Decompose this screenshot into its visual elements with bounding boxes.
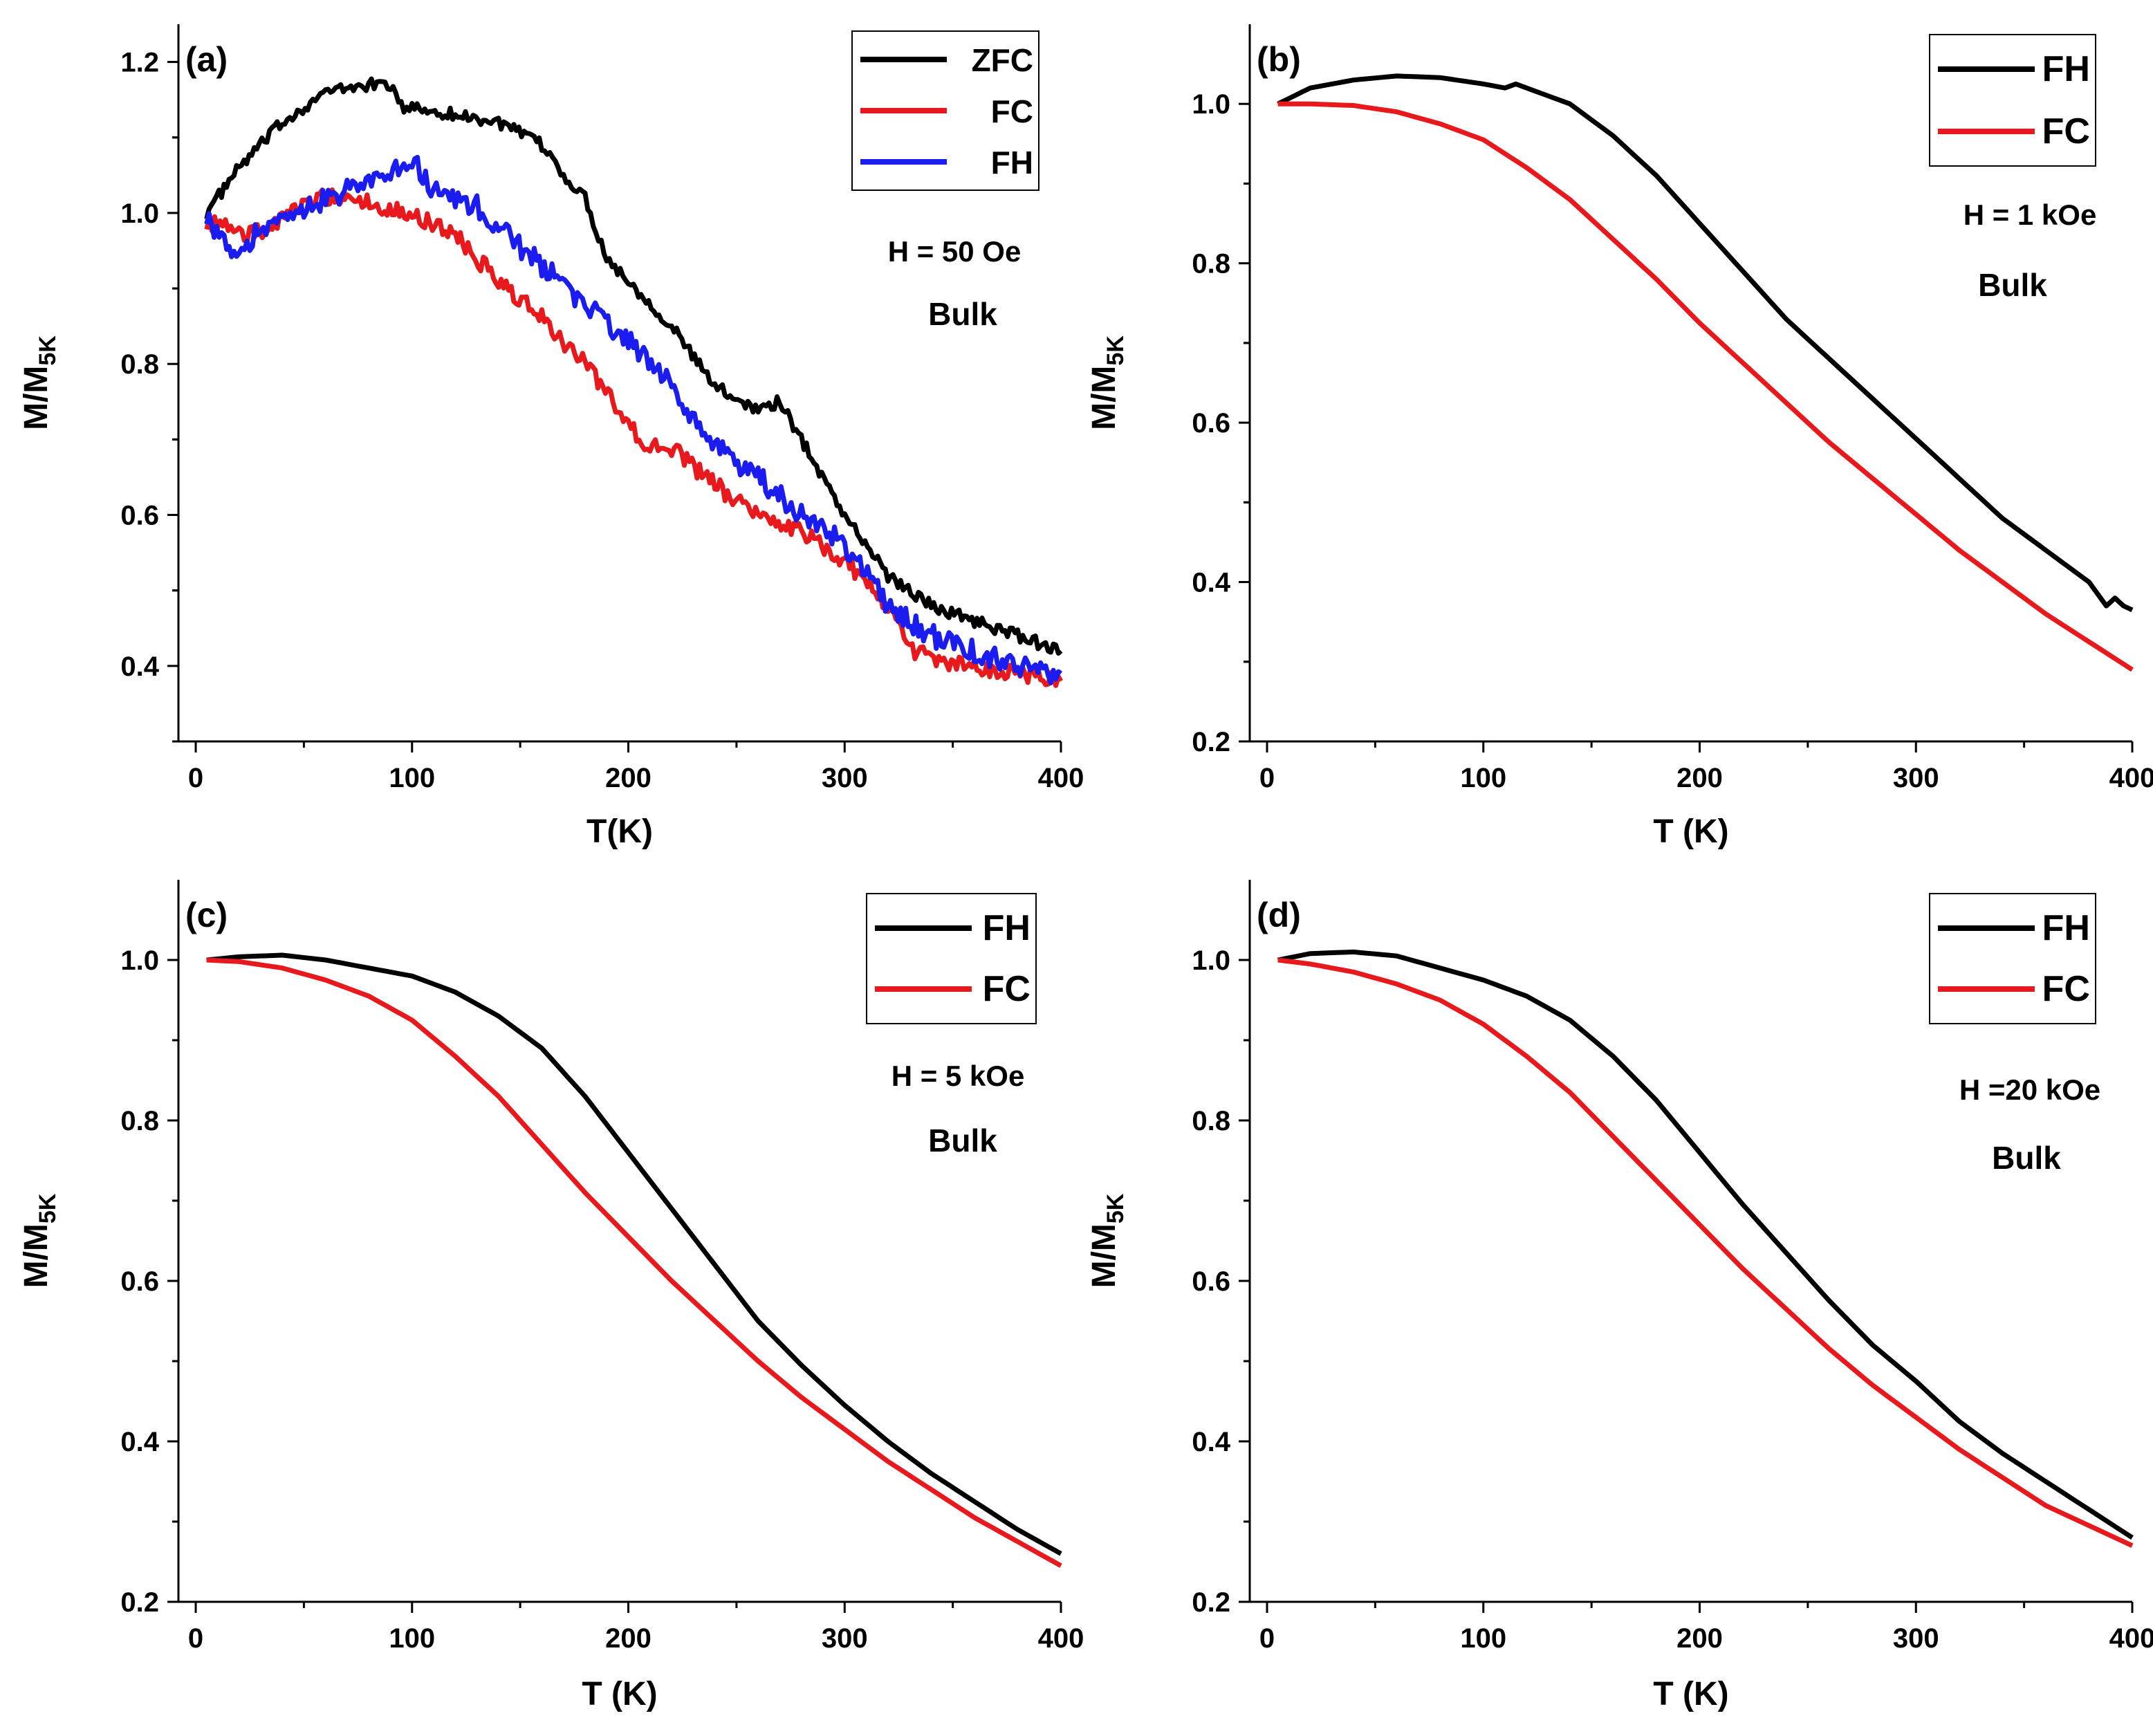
panel-d: 0 100 200 300 400 0.2 0.4 0.6 0.8 1.0 T (K) M/M5K (d… (1086, 880, 2153, 1712)
y-tick-label: 0.4 (1192, 1427, 1230, 1457)
x-tick-label: 200 (605, 1623, 652, 1654)
panel-a: 0 100 200 300 400 0.4 0.6 0.8 1.0 1.2 T(K) M/M5K (a)… (18, 24, 1084, 850)
legend: FH FC (866, 893, 1037, 1024)
x-tick-label: 400 (2109, 1623, 2153, 1654)
y-tick-label: 1.0 (120, 945, 159, 976)
y-axis-title: M/M5K (18, 1193, 61, 1288)
legend-box (1929, 34, 2096, 167)
field-annotation: H = 1 kOe (1963, 198, 2097, 231)
x-tick-label: 100 (389, 1623, 435, 1654)
y-axis-title-main: M/M (1086, 366, 1122, 430)
y-tick-label: 1.2 (120, 48, 159, 78)
x-tick-label: 200 (1676, 763, 1723, 793)
x-axis-title: T(K) (586, 813, 653, 850)
legend-label: FC (991, 93, 1033, 129)
series-line-fh (204, 154, 1063, 685)
x-tick-label: 300 (822, 1623, 868, 1654)
legend: ZFC FC FH (851, 30, 1039, 191)
field-annotation: H =20 kOe (1959, 1073, 2100, 1106)
x-tick-label: 300 (1893, 1623, 1939, 1654)
y-tick-label: 0.6 (120, 501, 159, 531)
sample-annotation: Bulk (928, 1123, 997, 1158)
field-annotation: H = 50 Oe (888, 235, 1022, 268)
x-tick-label: 0 (188, 1623, 203, 1654)
y-axis-title-main: M/M (1086, 1223, 1122, 1288)
y-tick-label: 0.4 (120, 652, 159, 682)
x-tick-label: 200 (1676, 1623, 1723, 1654)
y-tick-label: 0.8 (1192, 1106, 1230, 1136)
panel-label: (a) (185, 40, 228, 79)
y-tick-label: 0.2 (120, 1587, 159, 1618)
x-tick-label: 400 (1038, 1623, 1084, 1654)
x-tick-label: 0 (1259, 1623, 1275, 1654)
y-tick-label: 1.0 (120, 198, 159, 229)
panel-c: 0 100 200 300 400 0.2 0.4 0.6 0.8 1.0 T (K) M/M5K (c… (18, 880, 1084, 1712)
series-line-fh (206, 952, 1062, 1556)
x-tick-label: 400 (2109, 763, 2153, 793)
x-tick-label: 300 (1893, 763, 1939, 793)
legend-label: FC (2042, 969, 2090, 1009)
x-tick-label: 300 (822, 763, 868, 793)
y-axis-title: M/M5K (1086, 1193, 1129, 1288)
legend-label: FH (2042, 908, 2090, 948)
y-tick-label: 0.2 (1192, 727, 1230, 757)
y-tick-label: 0.8 (120, 349, 159, 380)
panel-label: (b) (1257, 40, 1301, 79)
y-axis-title-subscript: 5K (1102, 1193, 1129, 1223)
x-tick-label: 200 (605, 763, 652, 793)
x-tick-label: 0 (1259, 763, 1275, 793)
legend-label: FH (2042, 49, 2090, 89)
x-axis-title: T (K) (1653, 1676, 1728, 1712)
y-tick-label: 1.0 (1192, 945, 1230, 976)
series-line-fc (204, 187, 1064, 688)
x-tick-label: 100 (389, 763, 435, 793)
series-line-fh (1277, 949, 2134, 1540)
panel-label: (c) (185, 896, 228, 934)
y-axis-title-subscript: 5K (35, 1193, 61, 1223)
y-tick-label: 0.6 (1192, 408, 1230, 438)
sample-annotation: Bulk (1992, 1140, 2061, 1176)
legend-label: FH (983, 908, 1031, 948)
y-axis-title-subscript: 5K (35, 335, 61, 366)
y-axis-title-main: M/M (18, 366, 55, 430)
legend-box (866, 893, 1037, 1024)
y-tick-label: 0.4 (1192, 568, 1230, 598)
x-axis-title: T (K) (1653, 813, 1728, 850)
y-tick-label: 0.8 (1192, 249, 1230, 279)
y-tick-label: 0.6 (1192, 1266, 1230, 1297)
y-tick-label: 0.8 (120, 1106, 159, 1136)
y-axis-title: M/M5K (1086, 335, 1129, 430)
sample-annotation: Bulk (928, 296, 997, 332)
y-axis-title-subscript: 5K (1102, 335, 1129, 366)
series-line-zfc (204, 76, 1063, 656)
legend-label: FC (983, 969, 1031, 1009)
y-tick-label: 1.0 (1192, 89, 1230, 120)
y-tick-label: 0.6 (120, 1266, 159, 1297)
legend: FH FC (1929, 893, 2096, 1024)
panel-b: 0 100 200 300 400 0.2 0.4 0.6 0.8 1.0 T (K) M/M5K (b… (1086, 24, 2153, 850)
y-axis-title-main: M/M (18, 1223, 55, 1288)
x-tick-label: 100 (1460, 1623, 1506, 1654)
y-tick-label: 0.4 (120, 1427, 159, 1457)
field-annotation: H = 5 kOe (891, 1060, 1025, 1092)
x-tick-label: 0 (188, 763, 203, 793)
legend-label: FC (2042, 111, 2090, 151)
y-tick-label: 0.2 (1192, 1587, 1230, 1618)
series-line-fc (1277, 957, 2134, 1548)
x-axis-title: T (K) (582, 1676, 657, 1712)
legend-label: FH (991, 145, 1033, 181)
panel-label: (d) (1257, 896, 1301, 934)
sample-annotation: Bulk (1978, 267, 2047, 303)
x-tick-label: 100 (1460, 763, 1506, 793)
series-line-fh (1277, 73, 2134, 613)
y-axis-title: M/M5K (18, 335, 61, 430)
legend-box (1929, 893, 2096, 1024)
series-line-fc (206, 957, 1062, 1568)
x-tick-label: 400 (1038, 763, 1084, 793)
series-line-fc (1277, 101, 2134, 672)
legend: FH FC (1929, 34, 2096, 167)
legend-label: ZFC (972, 42, 1033, 78)
